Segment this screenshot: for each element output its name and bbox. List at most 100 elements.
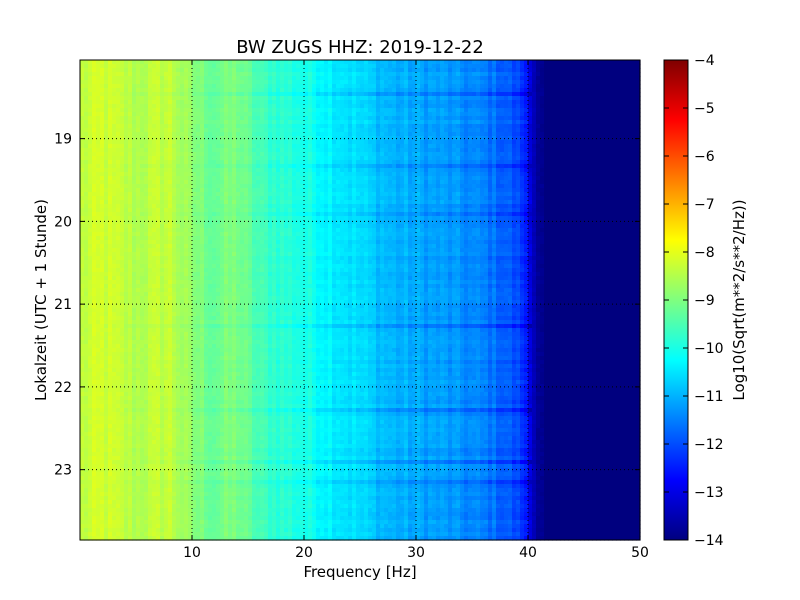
heatmap-cell bbox=[300, 96, 305, 101]
heatmap-cell bbox=[604, 92, 609, 97]
heatmap-cell bbox=[188, 64, 193, 69]
heatmap-cell bbox=[404, 176, 409, 181]
heatmap-cell bbox=[544, 132, 549, 137]
heatmap-cell bbox=[316, 164, 321, 169]
heatmap-cell bbox=[456, 168, 461, 173]
heatmap-cell bbox=[612, 124, 617, 129]
heatmap-cell bbox=[372, 92, 377, 97]
heatmap-cell bbox=[544, 156, 549, 161]
heatmap-cell bbox=[200, 156, 205, 161]
heatmap-cell bbox=[488, 180, 493, 185]
heatmap-cell bbox=[188, 80, 193, 85]
heatmap-cell bbox=[228, 112, 233, 117]
heatmap-cell bbox=[252, 200, 257, 205]
heatmap-cell bbox=[540, 100, 545, 105]
heatmap-cell bbox=[568, 176, 573, 181]
heatmap-cell bbox=[552, 136, 557, 141]
heatmap-cell bbox=[596, 192, 601, 197]
heatmap-cell bbox=[276, 136, 281, 141]
heatmap-cell bbox=[252, 80, 257, 85]
heatmap-cell bbox=[304, 196, 309, 201]
heatmap-cell bbox=[480, 184, 485, 189]
heatmap-cell bbox=[604, 184, 609, 189]
heatmap-cell bbox=[576, 104, 581, 109]
heatmap-cell bbox=[604, 116, 609, 121]
heatmap-cell bbox=[368, 128, 373, 133]
heatmap-cell bbox=[424, 148, 429, 153]
heatmap-cell bbox=[616, 120, 621, 125]
heatmap-cell bbox=[432, 104, 437, 109]
heatmap-cell bbox=[608, 64, 613, 69]
heatmap-cell bbox=[296, 156, 301, 161]
heatmap-cell bbox=[304, 68, 309, 73]
heatmap-cell bbox=[140, 116, 145, 121]
heatmap-cell bbox=[260, 132, 265, 137]
heatmap-cell bbox=[288, 128, 293, 133]
heatmap-cell bbox=[124, 136, 129, 141]
heatmap-cell bbox=[568, 192, 573, 197]
heatmap-cell bbox=[504, 88, 509, 93]
heatmap-cell bbox=[304, 96, 309, 101]
heatmap-cell bbox=[428, 136, 433, 141]
heatmap-cell bbox=[504, 108, 509, 113]
heatmap-cell bbox=[168, 192, 173, 197]
heatmap-cell bbox=[460, 148, 465, 153]
heatmap-cell bbox=[360, 196, 365, 201]
heatmap-cell bbox=[324, 76, 329, 81]
heatmap-cell bbox=[332, 124, 337, 129]
heatmap-cell bbox=[396, 112, 401, 117]
heatmap-cell bbox=[280, 180, 285, 185]
heatmap-cell bbox=[596, 144, 601, 149]
heatmap-cell bbox=[620, 180, 625, 185]
heatmap-cell bbox=[148, 164, 153, 169]
heatmap-cell bbox=[468, 188, 473, 193]
heatmap-cell bbox=[428, 88, 433, 93]
heatmap-cell bbox=[444, 60, 449, 65]
heatmap-cell bbox=[388, 92, 393, 97]
heatmap-cell bbox=[628, 168, 633, 173]
heatmap-cell bbox=[248, 180, 253, 185]
heatmap-cell bbox=[128, 140, 133, 145]
heatmap-cell bbox=[136, 200, 141, 205]
heatmap-cell bbox=[424, 76, 429, 81]
heatmap-cell bbox=[232, 64, 237, 69]
heatmap-cell bbox=[292, 168, 297, 173]
heatmap-cell bbox=[580, 176, 585, 181]
heatmap-cell bbox=[428, 184, 433, 189]
heatmap-cell bbox=[412, 192, 417, 197]
heatmap-cell bbox=[268, 176, 273, 181]
heatmap-cell bbox=[160, 120, 165, 125]
heatmap-cell bbox=[224, 64, 229, 69]
heatmap-cell bbox=[524, 112, 529, 117]
heatmap-cell bbox=[404, 192, 409, 197]
heatmap-cell bbox=[444, 76, 449, 81]
heatmap-cell bbox=[320, 184, 325, 189]
heatmap-cell bbox=[592, 136, 597, 141]
heatmap-cell bbox=[308, 72, 313, 77]
heatmap-cell bbox=[392, 68, 397, 73]
heatmap-cell bbox=[344, 128, 349, 133]
heatmap-cell bbox=[156, 168, 161, 173]
heatmap-cell bbox=[372, 132, 377, 137]
heatmap-cell bbox=[332, 80, 337, 85]
heatmap-cell bbox=[172, 200, 177, 205]
heatmap-cell bbox=[560, 84, 565, 89]
heatmap-cell bbox=[156, 116, 161, 121]
heatmap-cell bbox=[348, 164, 353, 169]
heatmap-cell bbox=[556, 196, 561, 201]
heatmap-cell bbox=[408, 152, 413, 157]
heatmap-cell bbox=[268, 108, 273, 113]
heatmap-cell bbox=[264, 144, 269, 149]
heatmap-cell bbox=[428, 140, 433, 145]
heatmap-cell bbox=[272, 188, 277, 193]
heatmap-cell bbox=[120, 148, 125, 153]
heatmap-cell bbox=[624, 60, 629, 65]
heatmap-cell bbox=[480, 60, 485, 65]
heatmap-cell bbox=[400, 148, 405, 153]
heatmap-cell bbox=[456, 84, 461, 89]
heatmap-cell bbox=[168, 72, 173, 77]
heatmap-cell bbox=[384, 100, 389, 105]
heatmap-cell bbox=[160, 104, 165, 109]
heatmap-cell bbox=[292, 184, 297, 189]
heatmap-cell bbox=[164, 92, 169, 97]
